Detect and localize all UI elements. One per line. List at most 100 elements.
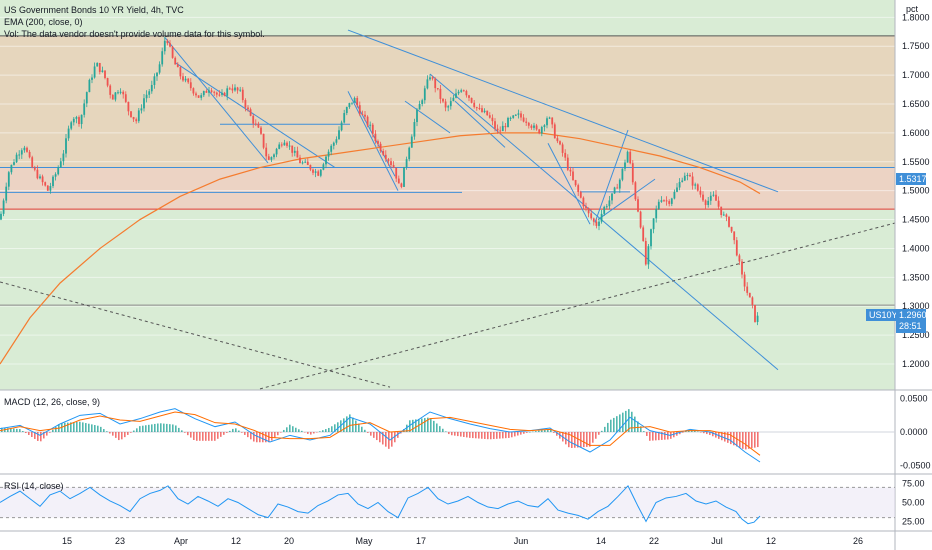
candle-body: [319, 169, 322, 176]
candle-body: [85, 92, 88, 104]
macd-histogram-bar: [10, 428, 12, 432]
macd-histogram-bar: [85, 423, 87, 432]
macd-histogram-bar: [346, 416, 348, 432]
candle-body: [647, 246, 650, 265]
macd-histogram-bar: [334, 424, 336, 432]
candle-body: [520, 113, 522, 118]
candle-body: [644, 241, 647, 265]
macd-histogram-bar: [91, 424, 93, 432]
candle-body: [382, 151, 385, 155]
candle-body: [397, 178, 400, 184]
macd-histogram-bar: [754, 432, 756, 448]
macd-histogram-bar: [574, 432, 576, 448]
macd-histogram-bar: [265, 432, 267, 443]
candle-body: [400, 183, 403, 187]
macd-histogram-bar: [109, 432, 111, 434]
price-axis[interactable]: 1.8000 1.7500 1.7000 1.6500 1.6000 1.5500 1.50…: [900, 12, 931, 526]
candle-body: [223, 92, 226, 96]
macd-histogram-bar: [232, 428, 234, 432]
candle-body: [704, 200, 707, 205]
macd-histogram-bar: [220, 432, 222, 437]
macd-histogram-bar: [7, 428, 9, 432]
candle-body: [665, 200, 668, 202]
candle-body: [509, 117, 512, 119]
macd-histogram-bar: [244, 432, 246, 435]
macd-histogram-bar: [448, 432, 450, 435]
macd-histogram-bar: [628, 409, 630, 432]
macd-histogram-bar: [52, 429, 54, 432]
macd-histogram-bar: [655, 432, 657, 441]
candle-body: [18, 154, 21, 156]
candle-body: [122, 91, 125, 95]
time-axis[interactable]: 15 23 Apr 12 20 May 17 Jun 14 22 Jul 12 26: [62, 536, 863, 546]
rsi-pane[interactable]: [0, 484, 895, 525]
candle-body: [678, 181, 681, 188]
candle-body: [457, 91, 460, 94]
macd-histogram-bar: [283, 429, 285, 432]
macd-histogram-bar: [370, 432, 372, 436]
candle-body: [52, 176, 54, 187]
time-tick-label: 14: [596, 536, 606, 546]
candle-body: [304, 161, 307, 163]
price-tick-label: 1.7000: [902, 70, 930, 80]
macd-histogram-bar: [103, 429, 105, 432]
candle-body: [431, 77, 434, 79]
macd-histogram-bar: [160, 423, 162, 432]
candle-body: [70, 122, 73, 129]
candle-body: [449, 101, 452, 107]
candle-body: [595, 221, 598, 226]
candle-body: [132, 117, 135, 120]
ema-legend: EMA (200, close, 0): [4, 17, 83, 27]
candle-body: [104, 70, 106, 79]
macd-histogram-bar: [19, 429, 21, 432]
candle-body: [499, 130, 502, 132]
macd-histogram-bar: [67, 422, 69, 432]
candle-body: [447, 106, 450, 108]
macd-histogram-bar: [256, 432, 258, 443]
candle-body: [270, 157, 273, 160]
candle-body: [288, 145, 291, 147]
candle-body: [98, 62, 101, 72]
macd-histogram-bar: [49, 432, 51, 433]
candle-body: [166, 40, 169, 44]
candle-body: [343, 113, 346, 123]
price-tick-label: 1.5000: [902, 186, 930, 196]
macd-histogram-bar: [154, 423, 156, 432]
candle-body: [572, 171, 574, 181]
macd-histogram-bar: [376, 432, 378, 441]
candle-body: [114, 92, 117, 100]
candle-body: [163, 40, 166, 52]
candle-body: [5, 186, 8, 201]
macd-histogram-bar: [139, 426, 141, 432]
macd-histogram-bar: [277, 432, 279, 436]
candle-body: [299, 157, 301, 164]
macd-histogram-bar: [481, 432, 483, 439]
macd-histogram-bar: [343, 418, 345, 432]
candle-body: [117, 92, 119, 94]
macd-histogram-bar: [436, 423, 438, 432]
candle-body: [605, 206, 608, 208]
candle-body: [507, 117, 509, 128]
time-tick-label: 20: [284, 536, 294, 546]
candle-body: [379, 143, 382, 152]
macd-histogram-bar: [439, 426, 441, 432]
candle-body: [205, 91, 208, 93]
macd-histogram-bar: [397, 432, 399, 438]
macd-histogram-bar: [454, 432, 456, 436]
candle-body: [733, 231, 736, 241]
candle-body: [673, 191, 676, 199]
macd-histogram-bar: [388, 432, 390, 449]
macd-pane[interactable]: [0, 408, 895, 463]
candle-body: [442, 98, 444, 102]
candle-body: [325, 156, 327, 165]
candle-body: [540, 127, 543, 134]
candle-body: [668, 201, 671, 204]
trendline-4: [164, 37, 269, 164]
candle-body: [566, 157, 569, 170]
rsi-tick-label: 75.00: [902, 479, 925, 489]
candle-body: [10, 164, 13, 173]
macd-histogram-bar: [577, 432, 579, 448]
macd-histogram-bar: [130, 432, 132, 433]
